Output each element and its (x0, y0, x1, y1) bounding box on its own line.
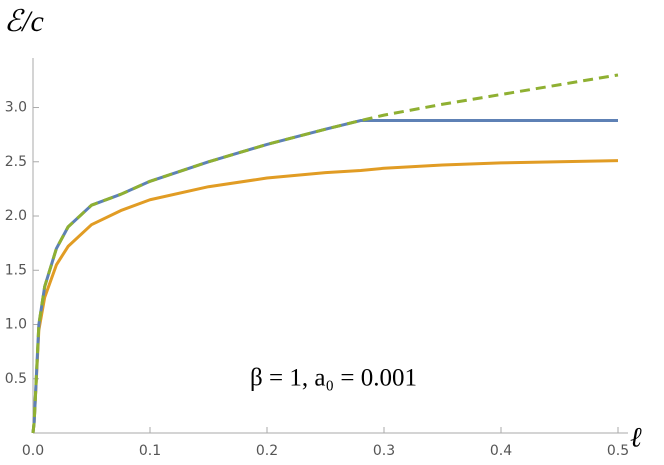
annotation: β = 1, a₀ = 0.001 (250, 365, 417, 392)
series-line (31, 73, 619, 434)
y-tick-label: 2.0 (5, 208, 27, 224)
x-tick-label: 0.1 (139, 443, 161, 459)
x-tick-label: 0.2 (256, 443, 278, 459)
series-line (31, 159, 619, 434)
y-tick-label: 1.5 (5, 262, 27, 278)
y-tick-label: 2.5 (5, 154, 27, 170)
y-tick-label: 3.0 (5, 100, 27, 116)
y-tick-label: 1.0 (5, 317, 27, 333)
y-axis-label: ℰ/c (4, 5, 44, 38)
x-tick-label: 0.3 (373, 443, 395, 459)
x-tick-label: 0.5 (607, 443, 629, 459)
x-tick-label: 0.0 (22, 443, 44, 459)
x-tick-label: 0.4 (490, 443, 512, 459)
x-axis-label: ℓ (630, 422, 642, 453)
y-tick-label: 0.5 (5, 371, 27, 387)
